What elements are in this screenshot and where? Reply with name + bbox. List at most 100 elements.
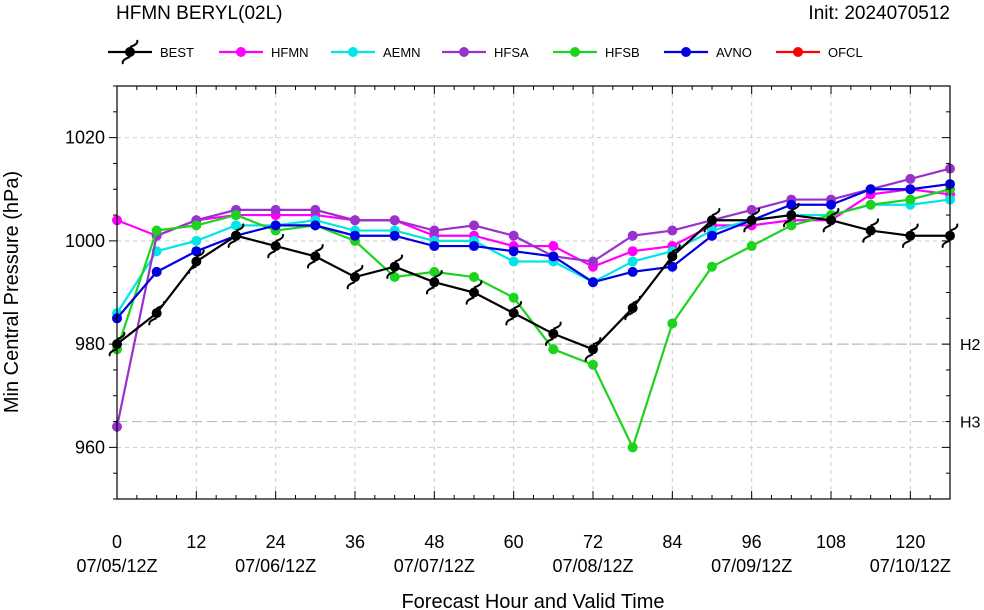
plot-frame [116, 85, 951, 500]
reference-label-h3: H3 [960, 415, 981, 432]
hfsa-point [270, 204, 281, 215]
x-tick-label: 120 [895, 532, 925, 552]
legend-item-hfmn: HFMN [219, 45, 309, 60]
best-point [505, 300, 522, 326]
avno-point [786, 199, 797, 210]
legend-marker-avno [681, 47, 691, 57]
hfsa-point [310, 204, 321, 215]
x-tick-label: 48 [424, 532, 444, 552]
hfmn-point [548, 241, 559, 252]
legend-marker-hfsb [570, 47, 580, 57]
legend-item-aemn: AEMN [331, 45, 421, 60]
axes: 0 12 24 36 48 60 72 84 96 108 120 07/05/12Z 07/06/12… [65, 85, 951, 576]
y-axis-label: Min Central Pressure (hPa) [1, 171, 23, 413]
legend-marker-hfsa [459, 47, 469, 57]
hfsa-point [588, 256, 598, 267]
legend-label-avno: AVNO [716, 45, 752, 60]
legend-item-hfsa: HFSA [442, 45, 529, 60]
legend-marker-best [121, 39, 139, 65]
x-tick-label: 108 [816, 532, 846, 552]
hfsb-point [588, 359, 598, 370]
hfsa-point [508, 230, 519, 241]
chart-title: HFMN BERYL(02L) [116, 3, 282, 24]
best-point [743, 207, 760, 233]
aemn-line [116, 198, 951, 314]
best-point [148, 300, 165, 326]
grid-lines [117, 86, 950, 499]
best-point [664, 243, 681, 269]
avno-point [310, 220, 321, 231]
best-line [116, 213, 950, 351]
best-point [465, 280, 483, 305]
x-tick-label: 60 [504, 532, 524, 552]
legend-marker-aemn [348, 47, 358, 57]
best-point [188, 249, 205, 274]
best-point [346, 264, 364, 290]
hfsb-point [231, 210, 241, 221]
best-point [822, 207, 840, 233]
hfsb-point [151, 225, 162, 236]
reference-lines: H2 H3 [117, 337, 981, 432]
x-axis-label: Forecast Hour and Valid Time [401, 591, 664, 610]
hfsa-point [389, 215, 400, 226]
hfsb-point [627, 442, 638, 453]
best-point [902, 223, 919, 249]
legend-label-hfmn: HFMN [271, 45, 309, 60]
x-tick-label: 72 [583, 532, 603, 552]
avno-point [469, 241, 479, 252]
x-tick-label: 36 [345, 532, 365, 552]
legend: BEST HFMN AEMN HFSA HFSB AVNO OFCL [108, 39, 863, 65]
series-best [108, 202, 959, 362]
y-tick-label: 1020 [65, 128, 105, 148]
x-tick-label: 96 [742, 532, 762, 552]
hfsb-point [389, 272, 400, 283]
hfsb-point [508, 292, 519, 303]
legend-label-best: BEST [160, 45, 194, 60]
best-point [703, 207, 721, 233]
best-point [426, 269, 443, 295]
x-date-label: 07/08/12Z [552, 556, 633, 576]
hfsb-point [191, 220, 202, 231]
hfsb-point [905, 194, 916, 205]
hfsb-point [707, 261, 717, 272]
legend-item-ofcl: OFCL [776, 45, 863, 60]
hfsb-point [548, 344, 559, 355]
x-date-label: 07/06/12Z [235, 556, 316, 576]
hfmn-point [627, 246, 638, 257]
avno-point [429, 241, 440, 252]
legend-label-hfsa: HFSA [494, 45, 529, 60]
best-point [783, 202, 800, 228]
avno-point [826, 199, 836, 210]
avno-point [667, 261, 678, 272]
hfsa-point [746, 204, 757, 215]
aemn-point [191, 235, 202, 246]
x-tick-label: 0 [112, 532, 122, 552]
best-point [545, 321, 562, 347]
best-point [267, 233, 284, 259]
x-date-label: 07/07/12Z [394, 556, 475, 576]
best-point [624, 295, 641, 321]
init-time: Init: 2024070512 [808, 3, 950, 24]
y-tick-label: 980 [75, 334, 105, 354]
legend-label-ofcl: OFCL [828, 45, 863, 60]
legend-item-avno: AVNO [664, 45, 752, 60]
aemn-point [508, 256, 519, 267]
legend-label-hfsb: HFSB [605, 45, 640, 60]
series-group [108, 163, 959, 453]
avno-point [270, 220, 281, 231]
hfsa-point [469, 220, 479, 231]
hfsa-point [627, 230, 638, 241]
legend-label-aemn: AEMN [383, 45, 421, 60]
avno-point [707, 230, 717, 241]
y-tick-label: 1000 [65, 231, 105, 251]
avno-point [905, 184, 916, 195]
best-point [307, 243, 324, 269]
x-tick-label: 84 [662, 532, 682, 552]
avno-point [588, 277, 598, 288]
avno-point [865, 184, 876, 195]
best-point [584, 336, 602, 362]
avno-line [116, 182, 951, 320]
avno-point [548, 251, 559, 262]
hfsb-point [746, 241, 757, 252]
